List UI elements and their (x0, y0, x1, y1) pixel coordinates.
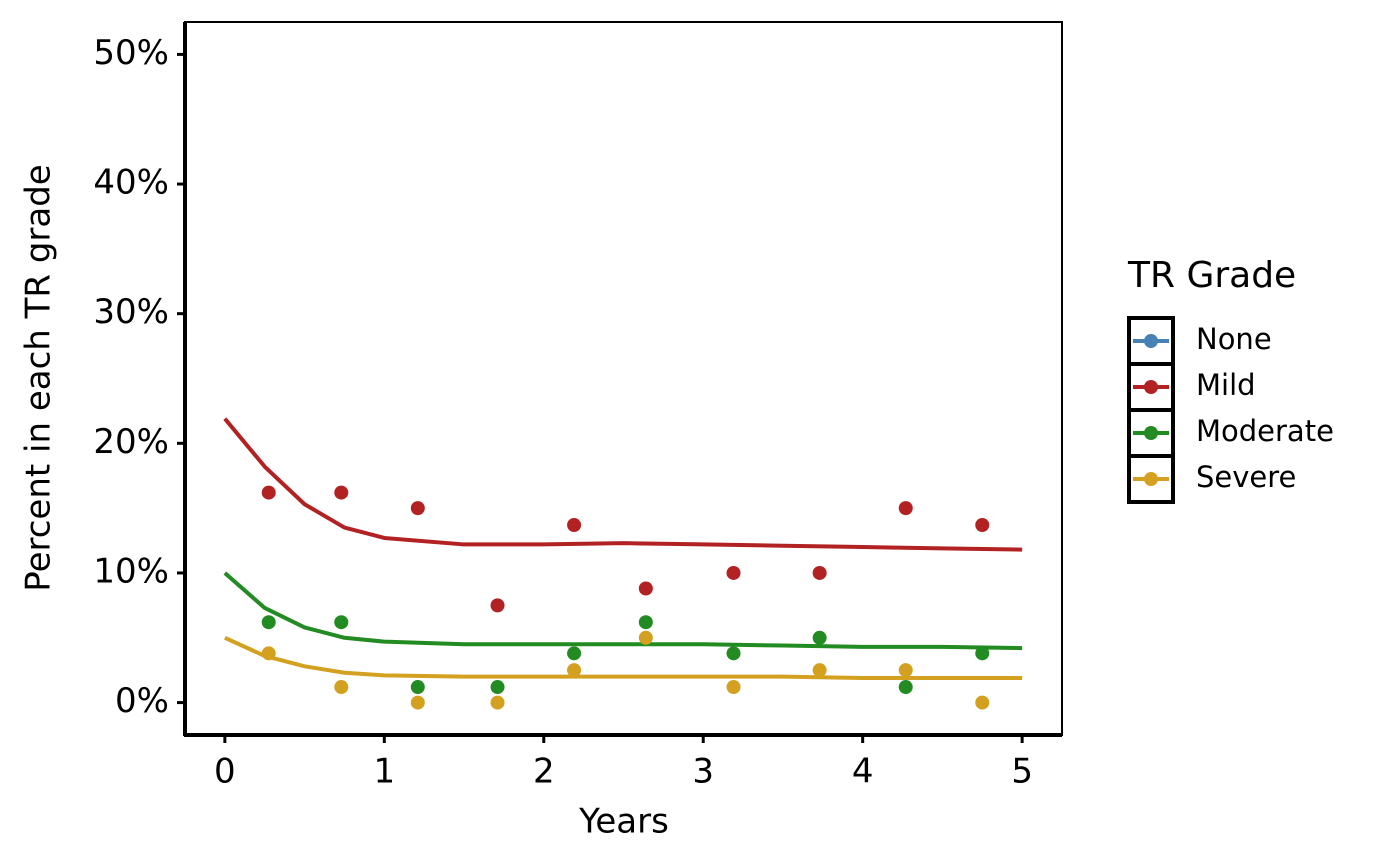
data-point (898, 663, 913, 678)
x-axis-title: Years (578, 802, 669, 842)
data-point (490, 598, 505, 613)
data-point (975, 517, 990, 532)
fit-line (223, 417, 1023, 552)
data-point (334, 485, 349, 500)
fit-line (224, 635, 1023, 680)
y-tick-label: 10% (93, 551, 169, 591)
y-tick-label: 30% (93, 292, 169, 332)
data-point (812, 565, 827, 580)
data-point (261, 646, 276, 661)
x-tick-label: 5 (1011, 752, 1033, 792)
data-point (334, 615, 349, 630)
data-point (638, 581, 653, 596)
data-point (898, 501, 913, 516)
data-point (567, 517, 582, 532)
legend-label: Moderate (1196, 414, 1334, 448)
data-point (261, 485, 276, 500)
x-tick-label: 3 (692, 752, 714, 792)
data-point (261, 615, 276, 630)
data-point (490, 695, 505, 710)
data-point (567, 663, 582, 678)
data-point (410, 501, 425, 516)
panel-border (184, 21, 1063, 736)
data-point (638, 615, 653, 630)
data-point (726, 565, 741, 580)
fit-line (223, 571, 1023, 651)
legend-point (1144, 426, 1158, 440)
data-point (638, 630, 653, 645)
data-point (975, 695, 990, 710)
legend-label: Mild (1196, 368, 1256, 402)
y-axis-title: Percent in each TR grade (19, 164, 59, 591)
legend-point (1144, 472, 1158, 486)
data-point (410, 680, 425, 695)
legend-title: TR Grade (1127, 255, 1296, 296)
data-point (975, 646, 990, 661)
data-point (898, 680, 913, 695)
x-tick-label: 1 (373, 752, 395, 792)
y-tick-label: 50% (93, 33, 169, 73)
legend-point (1144, 380, 1158, 394)
data-point (726, 646, 741, 661)
legend-point (1144, 334, 1158, 348)
legend-label: None (1196, 322, 1272, 356)
y-tick-label: 0% (115, 681, 169, 721)
data-point (490, 680, 505, 695)
x-tick-label: 0 (214, 752, 236, 792)
data-point (334, 680, 349, 695)
y-tick-label: 20% (93, 422, 169, 462)
data-point (567, 646, 582, 661)
legend-label: Severe (1196, 460, 1296, 494)
y-tick-label: 40% (93, 163, 169, 203)
x-tick-label: 4 (852, 752, 874, 792)
data-point (812, 663, 827, 678)
data-point (410, 695, 425, 710)
x-tick-label: 2 (533, 752, 555, 792)
data-point (726, 680, 741, 695)
data-point (812, 630, 827, 645)
